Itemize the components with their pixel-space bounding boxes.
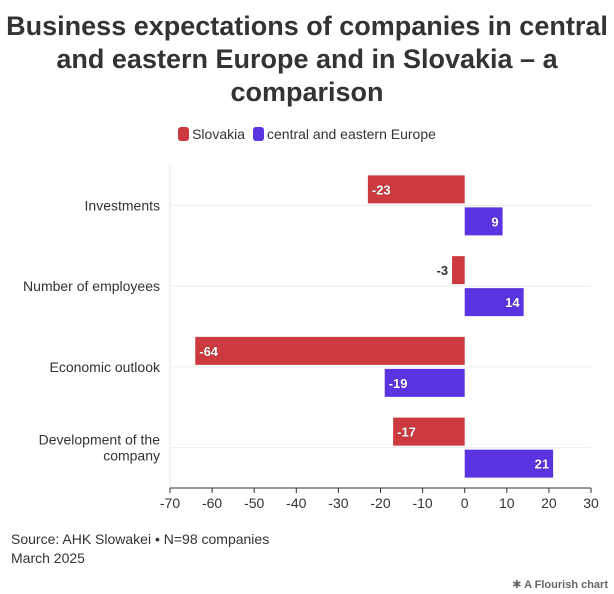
data-label: -17 (397, 425, 416, 440)
bar (464, 288, 524, 317)
data-label: 9 (491, 214, 498, 229)
bar (195, 336, 465, 365)
legend-swatch-slovakia (178, 127, 190, 141)
category-label: company (103, 448, 160, 464)
data-label: 21 (535, 457, 549, 472)
source-text: Source: AHK Slowakei • N=98 companies (11, 531, 270, 547)
data-label: -19 (389, 376, 408, 391)
data-label: -3 (437, 263, 449, 278)
data-label: -23 (372, 182, 391, 197)
x-tick-label: -10 (412, 495, 432, 511)
x-tick-label: 10 (499, 495, 515, 511)
category-label: Development of the (39, 432, 161, 448)
x-tick-label: 20 (541, 495, 557, 511)
x-tick-label: -30 (328, 495, 348, 511)
x-tick-label: 30 (583, 495, 599, 511)
x-tick-label: 0 (461, 495, 469, 511)
data-label: -64 (199, 344, 219, 359)
bar (393, 417, 465, 446)
bar (464, 449, 554, 478)
category-label: Number of employees (23, 278, 160, 294)
legend-item-cee[interactable]: central and eastern Europe (253, 126, 436, 142)
source-note: Source: AHK Slowakei • N=98 companies Ma… (11, 530, 269, 568)
bar (464, 207, 503, 236)
x-tick-label: -20 (370, 495, 390, 511)
credit-text: A Flourish chart (524, 579, 608, 591)
bar (367, 175, 465, 204)
category-label: Investments (85, 197, 160, 213)
x-tick-label: -50 (244, 495, 264, 511)
legend-label-cee: central and eastern Europe (267, 126, 436, 142)
chart-legend: Slovakia central and eastern Europe (0, 126, 614, 142)
legend-swatch-cee (253, 127, 265, 141)
category-label: Economic outlook (49, 359, 161, 375)
x-tick-label: -60 (202, 495, 222, 511)
flourish-credit[interactable]: ✱ A Flourish chart (512, 578, 608, 591)
x-tick-label: -70 (160, 495, 180, 511)
bar (452, 256, 465, 285)
bar (384, 368, 465, 397)
date-text: March 2025 (11, 550, 85, 566)
legend-item-slovakia[interactable]: Slovakia (178, 126, 245, 142)
asterisk-icon: ✱ (512, 579, 525, 591)
legend-label-slovakia: Slovakia (192, 126, 246, 142)
data-label: 14 (505, 295, 520, 310)
chart-title: Business expectations of companies in ce… (6, 11, 608, 107)
x-tick-label: -40 (286, 495, 306, 511)
